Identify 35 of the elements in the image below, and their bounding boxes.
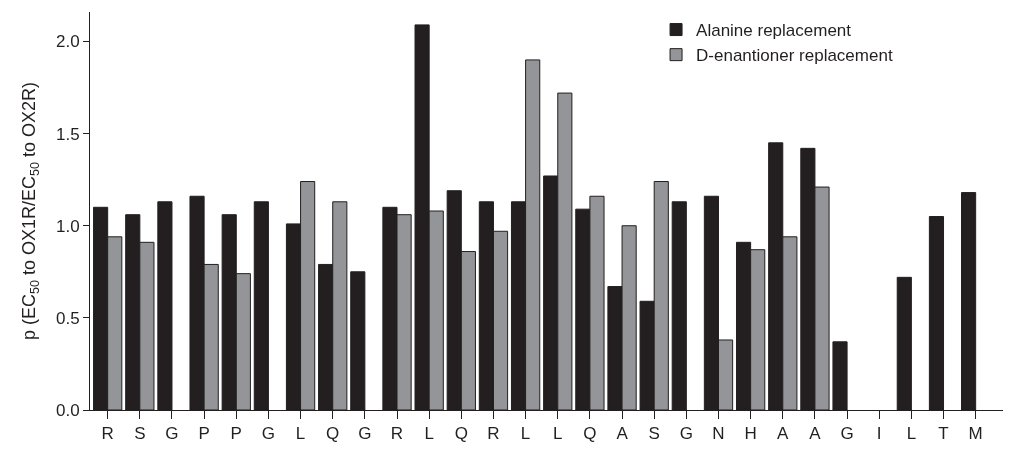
x-tick-label: G — [358, 424, 372, 444]
x-tick-label: A — [616, 424, 629, 444]
x-tick-label: R — [390, 424, 404, 444]
x-tick-label: A — [809, 424, 822, 444]
x-tick-label: H — [744, 424, 757, 444]
x-tick-label: G — [679, 424, 693, 444]
y-tick-label: 2.0 — [55, 32, 80, 52]
x-tick-label: A — [777, 424, 790, 444]
x-tick-label: L — [906, 424, 917, 444]
x-tick-label: L — [520, 424, 531, 444]
x-tick-label: M — [968, 424, 983, 444]
x-tick-label: L — [553, 424, 563, 444]
y-tick-label: 1.5 — [55, 124, 80, 144]
legend-label: D-enantioner replacement — [696, 46, 893, 66]
y-tick-label: 0.0 — [55, 400, 80, 420]
y-tick-label: 1.0 — [55, 216, 80, 236]
x-tick-label: Q — [326, 424, 340, 444]
x-tick-label: L — [295, 424, 306, 444]
x-tick-label: S — [134, 424, 146, 444]
x-tick-label: S — [648, 424, 660, 444]
y-tick-label: 0.5 — [55, 308, 80, 328]
x-tick-label: N — [712, 424, 725, 444]
legend-label: Alanine replacement — [696, 21, 852, 41]
x-tick-label: G — [840, 424, 854, 444]
x-tick-label: R — [101, 424, 114, 444]
x-tick-label: L — [424, 424, 434, 444]
x-tick-label: R — [487, 424, 500, 444]
x-tick-label: Q — [583, 424, 597, 444]
x-tick-label: I — [876, 424, 882, 444]
x-tick-label: G — [261, 424, 276, 444]
x-tick-label: G — [165, 424, 179, 444]
x-tick-label: T — [938, 424, 949, 444]
x-tick-label: Q — [454, 424, 468, 444]
x-tick-label: P — [198, 424, 210, 444]
x-tick-label: P — [230, 424, 242, 444]
